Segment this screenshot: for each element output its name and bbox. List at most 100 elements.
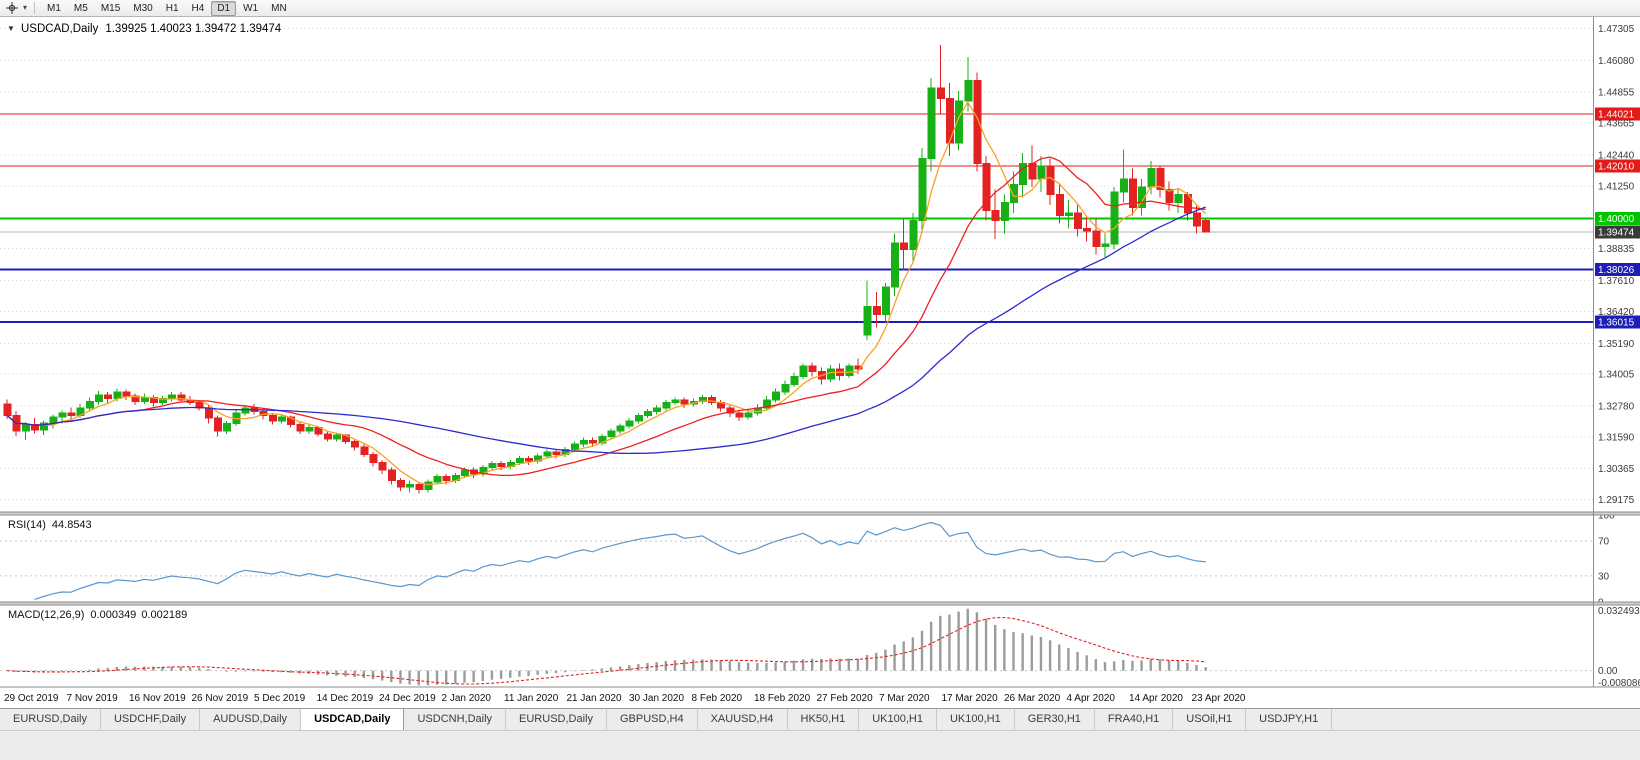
chart-tab-uk100-h1[interactable]: UK100,H1 — [859, 709, 937, 730]
svg-text:26 Mar 2020: 26 Mar 2020 — [1004, 693, 1061, 704]
chart-tab-usdjpy-h1[interactable]: USDJPY,H1 — [1246, 709, 1333, 730]
svg-text:1.36420: 1.36420 — [1598, 307, 1635, 318]
macd-signal-line — [6, 616, 1206, 685]
chart-tab-xauusd-h4[interactable]: XAUUSD,H4 — [698, 709, 788, 730]
chart-tab-bar: EURUSD,Daily USDCHF,Daily AUDUSD,Daily USDC… — [0, 708, 1640, 730]
price-axis[interactable]: 1.47305 1.46080 1.44855 1.43665 1.42440 1.412… — [1598, 24, 1635, 506]
svg-text:23 Apr 2020: 23 Apr 2020 — [1192, 693, 1246, 704]
svg-text:1.39474: 1.39474 — [1598, 228, 1635, 239]
timeframe-button-m1[interactable]: M1 — [47, 2, 61, 14]
timeframe-button-mn[interactable]: MN — [271, 2, 287, 14]
moving-average-lines — [6, 100, 1207, 486]
chart-tab-eurusd-daily[interactable]: EURUSD,Daily — [0, 709, 101, 730]
svg-text:8 Feb 2020: 8 Feb 2020 — [692, 693, 743, 704]
svg-text:14 Apr 2020: 14 Apr 2020 — [1129, 693, 1183, 704]
chart-tab-gbpusd-h4[interactable]: GBPUSD,H4 — [607, 709, 698, 730]
toolbar-separator — [34, 2, 36, 14]
chart-symbol-title: USDCAD,Daily — [21, 23, 99, 35]
svg-text:0.00: 0.00 — [1598, 666, 1618, 677]
macd-label: MACD(12,26,9) — [8, 609, 84, 621]
svg-text:1.47305: 1.47305 — [1598, 24, 1635, 35]
chart-tab-eurusd-daily[interactable]: EURUSD,Daily — [506, 709, 607, 730]
timeframe-button-m15[interactable]: M15 — [100, 2, 121, 14]
svg-text:2 Jan 2020: 2 Jan 2020 — [442, 693, 492, 704]
svg-text:1.38835: 1.38835 — [1598, 244, 1635, 255]
svg-text:1.44021: 1.44021 — [1598, 109, 1635, 120]
chart-tab-fra40-h1[interactable]: FRA40,H1 — [1095, 709, 1174, 730]
chart-svg[interactable]: 1.44021 1.42010 1.40000 1.38026 1.36015 1.394… — [0, 17, 1640, 708]
level-price-tag — [1595, 263, 1640, 277]
svg-text:1.29175: 1.29175 — [1598, 495, 1635, 506]
chart-tab-ger30-h1[interactable]: GER30,H1 — [1015, 709, 1095, 730]
ma-line-5 — [6, 100, 1207, 486]
svg-text:24 Dec 2019: 24 Dec 2019 — [379, 693, 436, 704]
timeframe-button-m30[interactable]: M30 — [133, 2, 153, 14]
svg-text:1.44855: 1.44855 — [1598, 88, 1635, 99]
crosshair-icon[interactable] — [4, 1, 20, 15]
svg-text:14 Dec 2019: 14 Dec 2019 — [317, 693, 374, 704]
svg-text:0.032493: 0.032493 — [1598, 606, 1640, 617]
svg-text:1.36015: 1.36015 — [1598, 317, 1635, 328]
timeframe-button-m5[interactable]: M5 — [73, 2, 88, 14]
svg-text:11 Jan 2020: 11 Jan 2020 — [504, 693, 559, 704]
rsi-line — [34, 521, 1206, 600]
time-axis[interactable]: 29 Oct 2019 7 Nov 2019 16 Nov 2019 26 Nov 2… — [4, 693, 1246, 704]
svg-text:1.42440: 1.42440 — [1598, 150, 1635, 161]
level-price-tag — [1595, 107, 1640, 121]
pane-separator[interactable] — [0, 512, 1640, 515]
macd-pane: 0.032493 0.00-0.008086 — [0, 606, 1640, 689]
chart-tab-usdcad-daily[interactable]: USDCAD,Daily — [301, 709, 405, 730]
chart-tab-hk50-h1[interactable]: HK50,H1 — [788, 709, 860, 730]
chart-tab-usdcnh-daily[interactable]: USDCNH,Daily — [404, 709, 507, 730]
svg-text:100: 100 — [1598, 511, 1615, 522]
horizontal-level-lines[interactable]: 1.44021 1.42010 1.40000 1.38026 1.36015 1.394… — [0, 107, 1640, 329]
timeframe-button-w1[interactable]: W1 — [243, 2, 259, 14]
svg-text:17 Mar 2020: 17 Mar 2020 — [942, 693, 999, 704]
svg-text:70: 70 — [1598, 537, 1610, 548]
chart-tab-audusd-daily[interactable]: AUDUSD,Daily — [200, 709, 302, 730]
level-price-tag — [1595, 159, 1640, 173]
price-gridlines — [0, 28, 1593, 501]
svg-text:16 Nov 2019: 16 Nov 2019 — [129, 693, 186, 704]
timeframe-button-d1[interactable]: D1 — [211, 0, 237, 16]
ma-line-15 — [6, 156, 1206, 477]
svg-text:1.42010: 1.42010 — [1598, 162, 1635, 173]
timeframe-toolbar: ▾ M1 M5 M15 M30 H1 H4 D1 W1 MN — [0, 0, 1640, 17]
macd-header: MACD(12,26,9) 0.000349 0.002189 — [8, 609, 187, 621]
svg-text:4 Apr 2020: 4 Apr 2020 — [1067, 693, 1116, 704]
current-price-tag — [1595, 225, 1640, 239]
svg-text:1.34005: 1.34005 — [1598, 370, 1635, 381]
collapse-chart-icon[interactable]: ▼ — [7, 24, 15, 33]
rsi-label: RSI(14) — [8, 519, 46, 531]
svg-text:29 Oct 2019: 29 Oct 2019 — [4, 693, 59, 704]
chart-area[interactable]: 1.44021 1.42010 1.40000 1.38026 1.36015 1.394… — [0, 17, 1640, 708]
timeframe-button-h4[interactable]: H4 — [191, 2, 205, 14]
svg-text:1.41250: 1.41250 — [1598, 181, 1635, 192]
toolbar-dropdown-caret-icon[interactable]: ▾ — [23, 3, 28, 12]
candlesticks — [3, 44, 1211, 494]
svg-text:27 Feb 2020: 27 Feb 2020 — [817, 693, 874, 704]
chart-tab-uk100-h1[interactable]: UK100,H1 — [937, 709, 1015, 730]
svg-text:7 Mar 2020: 7 Mar 2020 — [879, 693, 930, 704]
svg-text:1.30365: 1.30365 — [1598, 464, 1635, 475]
macd-histogram — [14, 608, 1207, 686]
svg-text:-0.008086: -0.008086 — [1598, 678, 1640, 689]
rsi-header: RSI(14) 44.8543 — [8, 519, 92, 531]
chart-header: USDCAD,Daily 1.39925 1.40023 1.39472 1.39… — [21, 23, 282, 35]
chart-tab-usdchf-daily[interactable]: USDCHF,Daily — [101, 709, 201, 730]
svg-text:1.32780: 1.32780 — [1598, 401, 1635, 412]
svg-text:26 Nov 2019: 26 Nov 2019 — [192, 693, 249, 704]
macd-main-value: 0.000349 — [90, 609, 136, 621]
chart-ohlc-values: 1.39925 1.40023 1.39472 1.39474 — [105, 23, 281, 35]
chart-tab-usoil-h1[interactable]: USOil,H1 — [1173, 709, 1247, 730]
ma-line-40 — [6, 206, 1206, 455]
svg-text:1.46080: 1.46080 — [1598, 56, 1635, 67]
svg-text:1.40000: 1.40000 — [1598, 214, 1635, 225]
level-price-tag — [1595, 315, 1640, 329]
pane-separators[interactable] — [0, 17, 1640, 688]
timeframe-button-h1[interactable]: H1 — [165, 2, 179, 14]
rsi-value: 44.8543 — [52, 519, 92, 531]
svg-text:1.37610: 1.37610 — [1598, 276, 1635, 287]
pane-separator[interactable] — [0, 602, 1640, 605]
